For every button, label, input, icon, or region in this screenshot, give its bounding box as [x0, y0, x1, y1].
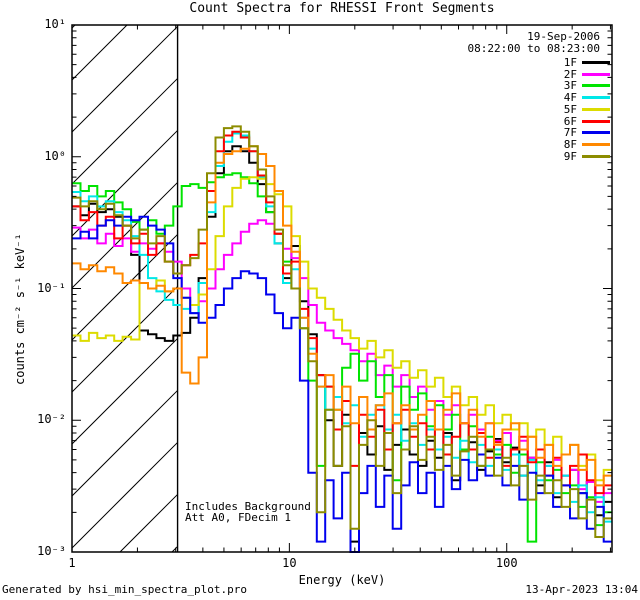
legend-label: 3F: [563, 79, 577, 93]
series-7F-curve: [72, 215, 612, 553]
hatched-region: [71, 24, 178, 553]
legend-item-2F: 2F: [440, 67, 640, 81]
legend-swatch: [582, 61, 610, 64]
ytick-label: 10⁻¹: [37, 280, 66, 295]
legend-label: 2F: [563, 67, 577, 81]
obs-date: 19-Sep-2006: [527, 30, 600, 43]
y-axis-title: counts cm⁻² s⁻¹ keV⁻¹: [13, 233, 27, 385]
legend-swatch: [582, 131, 610, 135]
ytick-label: 10¹: [44, 17, 66, 31]
legend-label: 9F: [563, 149, 577, 163]
legend-swatch: [582, 119, 610, 123]
ytick-label: 10⁻²: [37, 412, 66, 427]
xtick-label: 10: [282, 556, 297, 570]
legend-label: 8F: [563, 137, 577, 151]
legend-item-3F: 3F: [440, 79, 640, 93]
legend-item-7F: 7F: [440, 126, 640, 140]
legend-item-8F: 8F: [440, 137, 640, 151]
axis-ticks: [71, 24, 612, 553]
plot-title: Count Spectra for RHESSI Front Segments: [189, 1, 495, 16]
obs-time-range: 08:22:00 to 08:23:00: [467, 42, 600, 55]
ytick-label: 10⁻³: [37, 544, 66, 558]
legend-item-9F: 9F: [440, 149, 640, 163]
legend-swatch: [582, 84, 610, 88]
ytick-label: 10⁰: [44, 148, 66, 163]
footer-generator: Generated by hsi_min_spectra_plot.pro: [2, 583, 248, 596]
legend-label: 7F: [563, 126, 577, 140]
legend-item-1F: 1F: [440, 56, 640, 69]
note-attenuator: Att A0, FDecim 1: [185, 511, 291, 524]
legend-item-5F: 5F: [440, 102, 640, 116]
footer-timestamp: 13-Apr-2023 13:04: [525, 583, 638, 596]
legend-swatch: [582, 142, 610, 146]
note-includes-background: Includes Background: [185, 500, 311, 513]
legend-swatch: [582, 72, 610, 76]
series-8F-curve: [72, 145, 612, 487]
x-axis-title: Energy (keV): [298, 573, 386, 587]
xtick-label: 1: [68, 556, 76, 570]
legend-item-6F: 6F: [440, 114, 640, 128]
legend-label: 4F: [563, 91, 577, 105]
legend-swatch: [582, 107, 610, 111]
legend-item-4F: 4F: [440, 91, 640, 105]
legend-swatch: [582, 96, 610, 100]
legend-label: 6F: [563, 114, 577, 128]
xtick-label: 100: [495, 556, 518, 570]
legend-swatch: [582, 154, 610, 158]
legend-label: 1F: [563, 56, 577, 69]
legend-label: 5F: [563, 102, 577, 116]
series-9F-curve: [72, 125, 612, 538]
